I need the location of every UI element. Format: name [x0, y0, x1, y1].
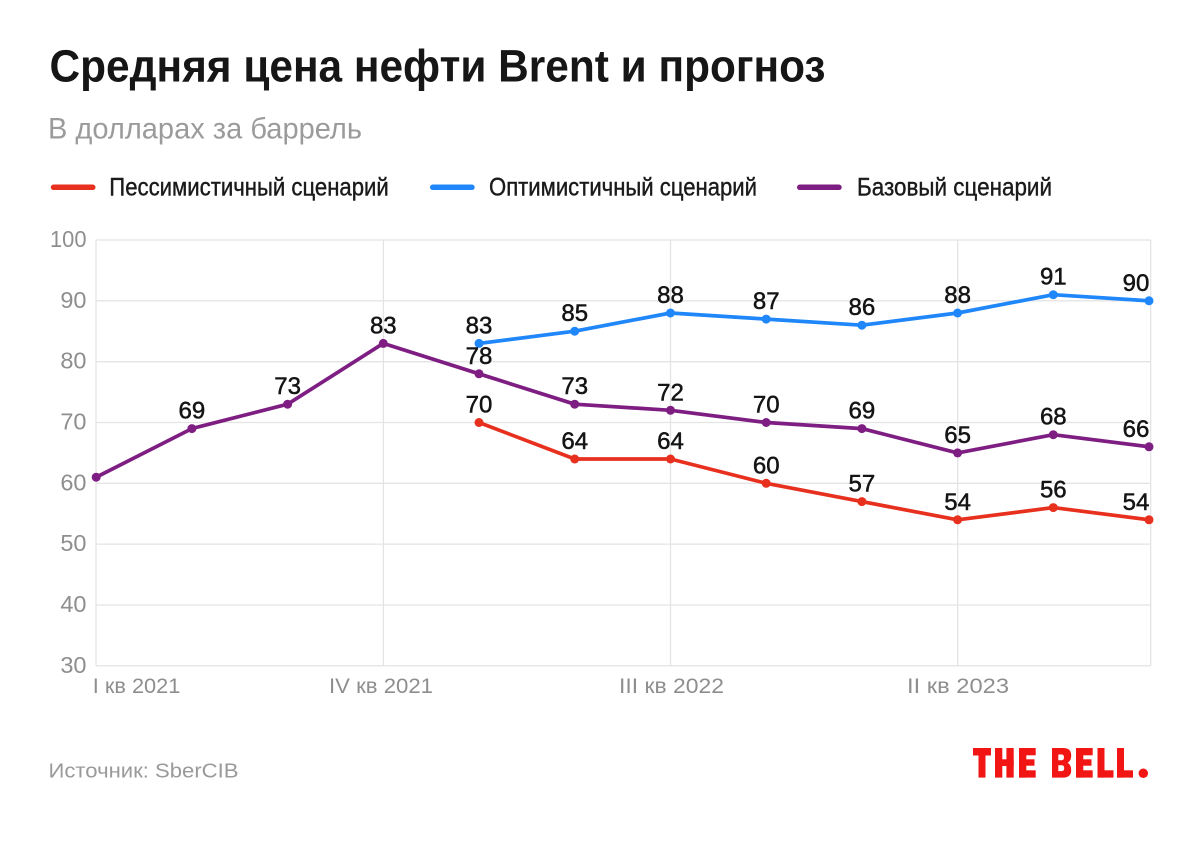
svg-text:64: 64 [657, 428, 684, 455]
svg-text:54: 54 [944, 489, 971, 516]
svg-text:68: 68 [1040, 404, 1067, 431]
svg-text:69: 69 [849, 398, 876, 425]
svg-text:56: 56 [1040, 477, 1067, 504]
svg-text:88: 88 [944, 282, 971, 309]
svg-text:70: 70 [753, 392, 780, 419]
svg-text:90: 90 [60, 287, 86, 313]
svg-text:I кв 2021: I кв 2021 [93, 675, 181, 698]
svg-text:Оптимистичный сценарий: Оптимистичный сценарий [489, 173, 757, 201]
svg-text:50: 50 [60, 530, 86, 556]
svg-text:85: 85 [561, 300, 588, 327]
svg-text:30: 30 [60, 652, 86, 678]
svg-text:Пессимистичный сценарий: Пессимистичный сценарий [109, 173, 389, 201]
svg-text:72: 72 [657, 379, 684, 406]
svg-text:73: 73 [274, 373, 301, 400]
svg-text:II кв 2023: II кв 2023 [907, 675, 1009, 698]
svg-text:73: 73 [561, 373, 588, 400]
svg-text:69: 69 [179, 398, 206, 425]
svg-text:83: 83 [370, 312, 397, 339]
svg-text:65: 65 [944, 422, 971, 449]
svg-text:57: 57 [849, 471, 876, 498]
svg-text:70: 70 [60, 409, 86, 435]
svg-text:88: 88 [657, 282, 684, 309]
svg-text:70: 70 [466, 392, 493, 419]
svg-text:90: 90 [1123, 270, 1150, 297]
svg-text:IV кв 2021: IV кв 2021 [329, 675, 433, 698]
svg-text:86: 86 [849, 294, 876, 321]
svg-text:60: 60 [753, 452, 780, 479]
svg-text:Средняя цена нефти Brent и про: Средняя цена нефти Brent и прогноз [50, 41, 826, 92]
svg-text:54: 54 [1123, 489, 1150, 516]
svg-text:80: 80 [60, 348, 86, 374]
svg-text:64: 64 [561, 428, 588, 455]
svg-text:87: 87 [753, 288, 780, 315]
svg-text:40: 40 [60, 591, 86, 617]
svg-text:Источник: SberCIB: Источник: SberCIB [49, 761, 239, 783]
svg-text:100: 100 [50, 226, 87, 252]
svg-text:60: 60 [60, 469, 86, 495]
svg-text:78: 78 [466, 343, 493, 370]
svg-text:III кв 2022: III кв 2022 [619, 675, 724, 698]
svg-text:83: 83 [466, 312, 493, 339]
svg-text:66: 66 [1123, 416, 1150, 443]
svg-text:Базовый сценарий: Базовый сценарий [857, 173, 1052, 201]
svg-text:В долларах за баррель: В долларах за баррель [48, 113, 362, 146]
svg-text:91: 91 [1040, 264, 1067, 291]
